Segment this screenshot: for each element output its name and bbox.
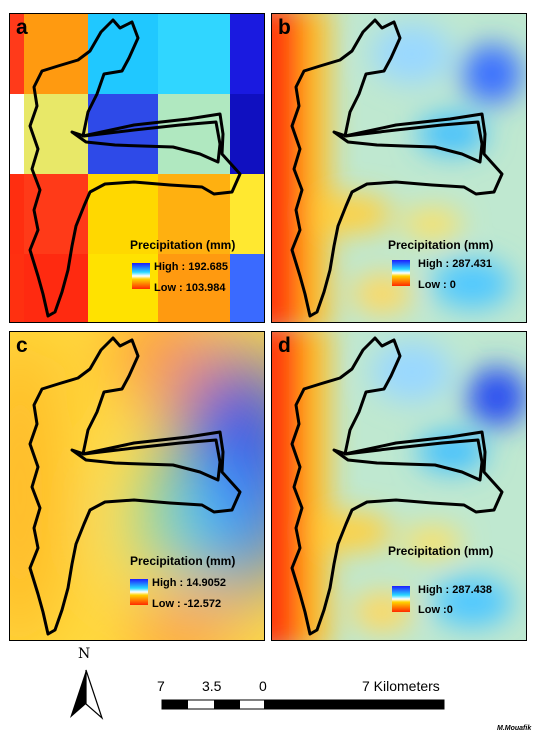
scale-label: 7 — [157, 678, 165, 694]
map-panel-d: d Precipitation (mm) High : 287.438 Low … — [271, 331, 527, 641]
scale-bar — [161, 699, 445, 710]
map-panel-c: c Precipitation (mm) High : 14.9052 Low … — [9, 331, 265, 641]
panel-letter: c — [16, 334, 28, 357]
legend-color-ramp — [392, 260, 410, 286]
map-panel-a: a Precipitation (mm) High : 192.685 Low … — [9, 13, 265, 323]
scale-label: 7 Kilometers — [362, 678, 440, 694]
legend-low-value: Low : 0 — [418, 279, 456, 291]
scale-label: 0 — [259, 678, 267, 694]
legend-high-value: High : 192.685 — [154, 261, 228, 273]
legend-title: Precipitation (mm) — [388, 238, 494, 252]
legend-high-value: High : 287.438 — [418, 584, 492, 596]
panel-letter: d — [278, 334, 291, 357]
north-label: N — [78, 646, 91, 662]
legend-title: Precipitation (mm) — [388, 544, 494, 558]
legend-low-value: Low : 103.984 — [154, 282, 226, 294]
precipitation-grid-map — [10, 14, 264, 322]
legend-color-ramp — [132, 263, 150, 289]
legend-high-value: High : 287.431 — [418, 258, 492, 270]
legend-low-value: Low : -12.572 — [152, 598, 222, 610]
map-panel-b: b Precipitation (mm) High : 287.431 Low … — [271, 13, 527, 323]
legend-high-value: High : 14.9052 — [152, 577, 226, 589]
scale-label: 3.5 — [202, 678, 222, 694]
legend-color-ramp — [392, 586, 410, 612]
legend-low-value: Low :0 — [418, 604, 453, 616]
author-credit: M.Mouafik — [497, 725, 532, 732]
panel-letter: b — [278, 16, 291, 39]
panel-letter: a — [16, 16, 28, 39]
legend-title: Precipitation (mm) — [130, 554, 236, 568]
legend-color-ramp — [130, 579, 148, 605]
north-arrow-icon — [70, 669, 104, 720]
legend-title: Precipitation (mm) — [130, 238, 236, 252]
